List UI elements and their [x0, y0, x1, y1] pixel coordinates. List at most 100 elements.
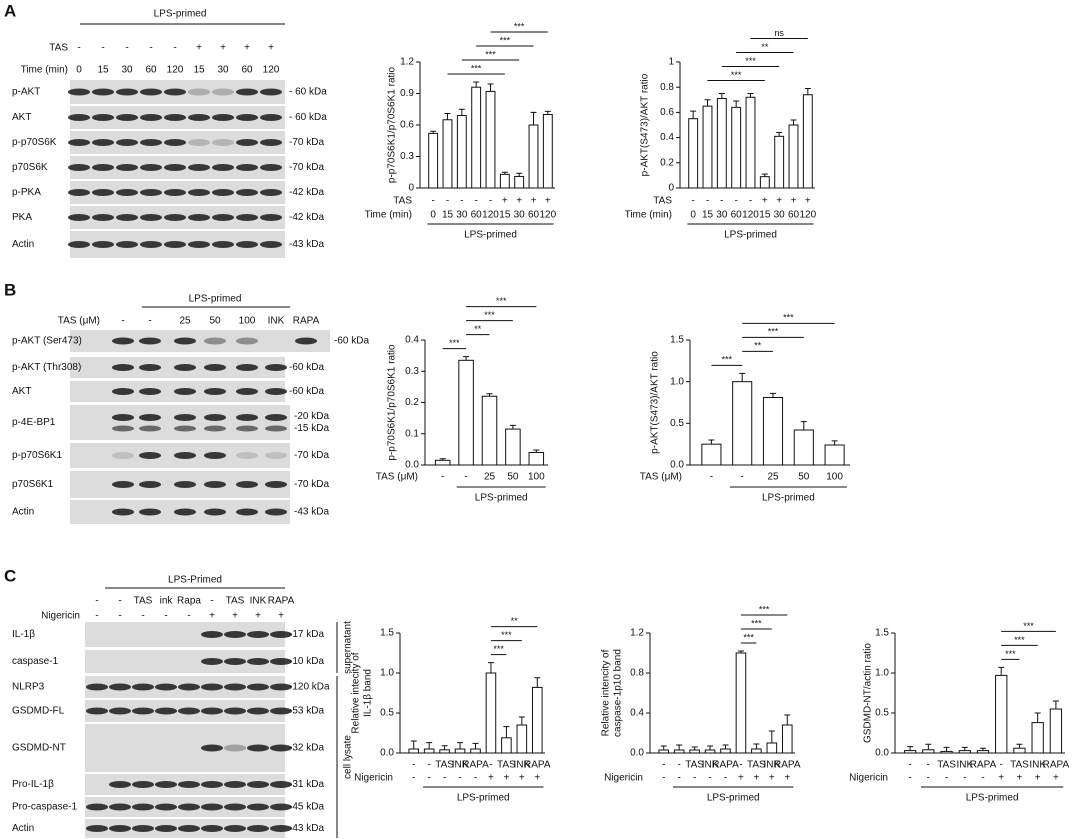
x-tick-label: TAS	[685, 760, 704, 771]
significance-label: ***	[783, 313, 794, 323]
kda-label: -120 kDa	[289, 682, 330, 693]
band	[174, 414, 196, 421]
lane-label: +	[244, 43, 250, 54]
lane-label: ink	[160, 596, 174, 607]
band	[236, 164, 258, 171]
group-label: LPS-primed	[464, 230, 517, 241]
bar	[688, 118, 699, 189]
bar	[759, 176, 770, 189]
bar	[423, 748, 435, 754]
y-tick-label: 0.3	[405, 366, 419, 377]
band	[270, 825, 292, 832]
band	[92, 241, 114, 248]
blot-strip	[70, 405, 290, 440]
band	[116, 139, 138, 146]
band	[260, 114, 282, 121]
band	[201, 781, 223, 788]
band-label: Actin	[12, 507, 34, 518]
error-bar	[487, 662, 494, 673]
error-bar	[761, 173, 768, 177]
panel-label: B	[4, 280, 16, 299]
error-bar	[753, 743, 760, 749]
lane-label: -	[187, 611, 190, 622]
bar	[793, 429, 814, 466]
band	[201, 658, 223, 665]
x-tick-label: -	[691, 196, 694, 207]
band	[260, 241, 282, 248]
band	[201, 631, 223, 638]
error-bar	[804, 87, 811, 95]
error-bar	[501, 171, 508, 175]
x-tick-label: TAS	[747, 760, 766, 771]
bar	[454, 748, 466, 754]
lane-label: +	[255, 611, 261, 622]
x-tick-label: -	[927, 760, 930, 771]
kda-label: -42 kDa	[289, 187, 324, 198]
band-label: p70S6K	[12, 162, 48, 173]
band-label: NLRP3	[12, 682, 45, 693]
bar	[531, 686, 543, 754]
error-bar	[463, 356, 470, 361]
lane-label: -	[95, 596, 98, 607]
x-row-label: Time (min)	[365, 210, 412, 221]
band	[265, 508, 287, 516]
x-tick-label: -	[677, 760, 680, 771]
bar	[701, 443, 722, 466]
band	[188, 189, 210, 196]
lane-label: INK	[268, 316, 285, 327]
x-tick-label: INK	[452, 760, 469, 771]
bar	[528, 124, 539, 189]
x-tick-label: -	[724, 773, 727, 784]
band-label: AKT	[12, 386, 31, 397]
error-bar	[718, 93, 725, 99]
significance-label: ***	[485, 49, 496, 59]
y-tick-label: 1.5	[875, 628, 889, 639]
band	[132, 781, 154, 788]
band	[212, 189, 234, 196]
group-label: LPS-primed	[966, 793, 1019, 804]
error-bar	[768, 730, 775, 743]
band-label: p-AKT	[12, 87, 40, 98]
x-tick-label: TAS	[937, 760, 956, 771]
band	[247, 744, 269, 752]
lane-label: -	[121, 316, 124, 327]
y-tick-label: 1.2	[630, 628, 644, 639]
lane-label: TAS	[226, 596, 245, 607]
bar	[689, 749, 700, 754]
x-tick-label: 60	[788, 210, 800, 221]
band	[164, 139, 186, 146]
x-tick-label: -	[693, 773, 696, 784]
lane-label: 50	[209, 316, 221, 327]
error-bar	[509, 424, 516, 430]
lane-label: -	[118, 611, 121, 622]
lane-label: +	[220, 43, 226, 54]
kda-label: -53 kDa	[289, 706, 324, 717]
y-axis-label: p-p70S6K1/p70S6K1 ratio	[387, 344, 398, 461]
band	[247, 803, 269, 811]
band	[68, 241, 90, 248]
band-label: Pro-caspase-1	[12, 802, 77, 813]
x-tick-label: +	[534, 773, 540, 784]
kda-label: -43 kDa	[289, 823, 324, 834]
significance-label: ***	[484, 310, 495, 320]
y-tick-label: 0.4	[630, 708, 644, 719]
significance-label: ***	[751, 618, 762, 628]
band-label: p-p70S6K	[12, 137, 57, 148]
bar	[751, 748, 762, 754]
band	[224, 781, 246, 788]
band	[270, 631, 292, 638]
band	[112, 364, 134, 371]
band	[204, 414, 226, 421]
kda-label: -70 kDa	[289, 162, 324, 173]
band-label: p70S6K1	[12, 479, 54, 490]
panel-label: C	[4, 566, 16, 585]
band-label: Actin	[12, 239, 34, 250]
band	[236, 388, 258, 395]
x-tick-label: -	[489, 196, 492, 207]
x-tick-label: INK	[956, 760, 973, 771]
lane-label: -	[141, 611, 144, 622]
x-row-label: Nigericin	[354, 773, 393, 784]
band	[140, 164, 162, 171]
error-bar	[776, 132, 783, 137]
lane-label: RAPA	[293, 316, 320, 327]
